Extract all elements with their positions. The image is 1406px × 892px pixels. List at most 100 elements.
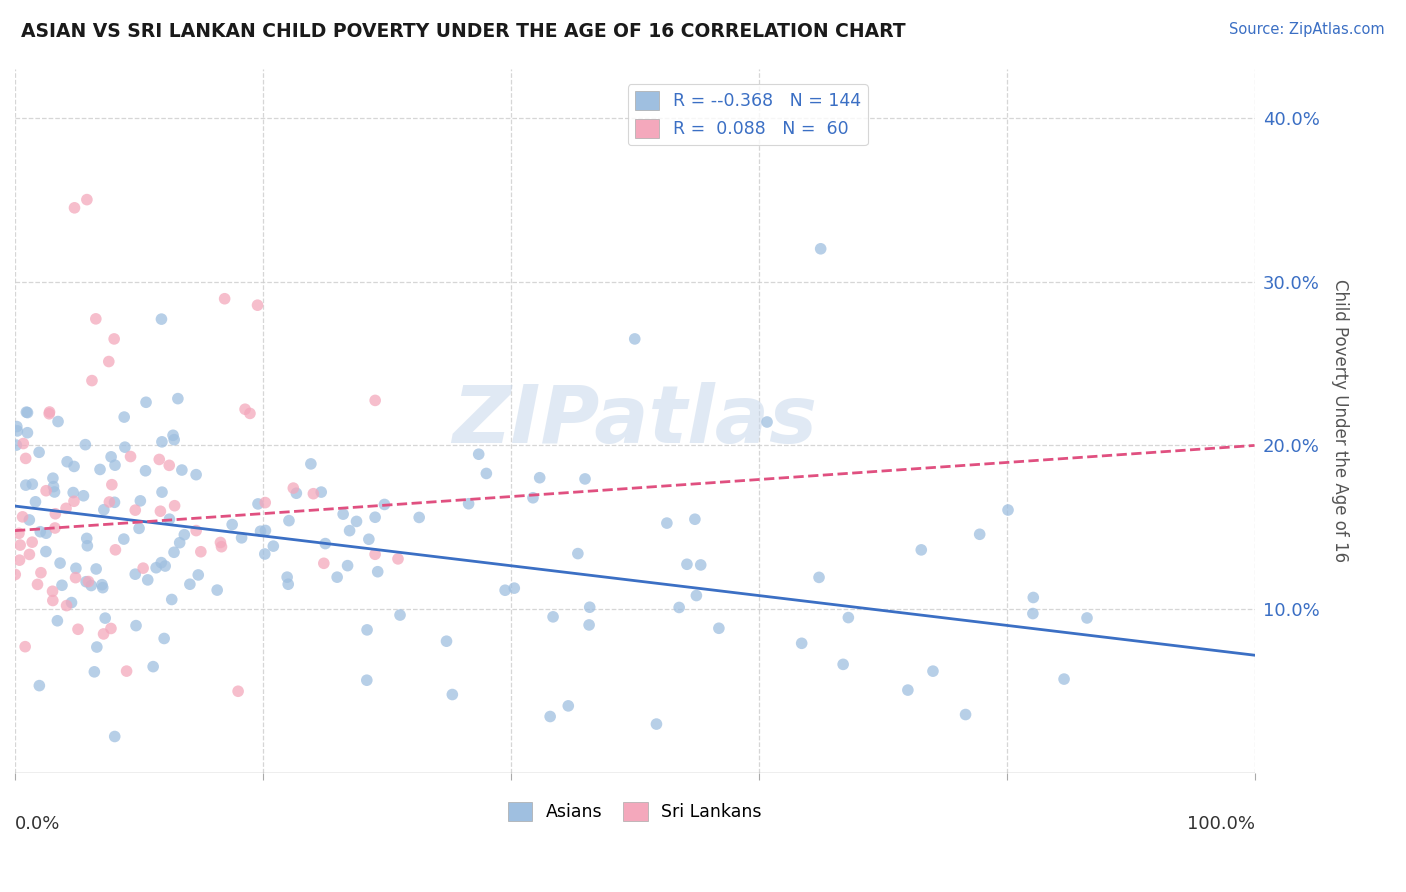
- Point: [285, 486, 308, 500]
- Point: [18, 548, 41, 562]
- Point: [125, 618, 148, 632]
- Point: [98, 495, 121, 509]
- Point: [91, 577, 114, 591]
- Point: [226, 684, 249, 698]
- Point: [93, 627, 115, 641]
- Point: [239, 406, 262, 420]
- Point: [494, 583, 516, 598]
- Point: [557, 698, 579, 713]
- Point: [1076, 611, 1098, 625]
- Point: [91, 581, 114, 595]
- Point: [136, 573, 159, 587]
- Point: [209, 535, 232, 549]
- Point: [326, 570, 349, 584]
- Point: [6, 419, 28, 434]
- Point: [179, 577, 201, 591]
- Point: [17, 425, 39, 440]
- Point: [253, 547, 276, 561]
- Text: ZIPatlas: ZIPatlas: [453, 382, 817, 460]
- Point: [578, 618, 600, 632]
- Point: [6, 438, 28, 452]
- Point: [72, 489, 94, 503]
- Point: [55, 501, 77, 516]
- Point: [75, 437, 97, 451]
- Point: [100, 450, 122, 464]
- Point: [373, 498, 395, 512]
- Point: [112, 532, 135, 546]
- Point: [35, 544, 58, 558]
- Point: [205, 583, 228, 598]
- Text: 100.0%: 100.0%: [1187, 815, 1254, 833]
- Point: [567, 547, 589, 561]
- Point: [231, 531, 253, 545]
- Point: [541, 610, 564, 624]
- Point: [84, 311, 107, 326]
- Point: [221, 517, 243, 532]
- Point: [42, 471, 65, 485]
- Point: [364, 393, 387, 408]
- Point: [211, 540, 233, 554]
- Point: [574, 472, 596, 486]
- Point: [262, 539, 284, 553]
- Point: [7, 526, 30, 541]
- Point: [63, 201, 86, 215]
- Point: [467, 447, 489, 461]
- Point: [30, 524, 52, 539]
- Point: [689, 558, 711, 572]
- Text: ASIAN VS SRI LANKAN CHILD POVERTY UNDER THE AGE OF 16 CORRELATION CHART: ASIAN VS SRI LANKAN CHILD POVERTY UNDER …: [21, 22, 905, 41]
- Point: [955, 707, 977, 722]
- Point: [60, 596, 83, 610]
- Point: [42, 480, 65, 494]
- Point: [707, 621, 730, 635]
- Point: [150, 556, 173, 570]
- Point: [76, 532, 98, 546]
- Point: [129, 494, 152, 508]
- Point: [910, 542, 932, 557]
- Point: [162, 428, 184, 442]
- Point: [153, 559, 176, 574]
- Point: [387, 552, 409, 566]
- Point: [115, 664, 138, 678]
- Point: [24, 495, 46, 509]
- Point: [21, 535, 44, 549]
- Point: [51, 578, 73, 592]
- Point: [163, 545, 186, 559]
- Point: [170, 463, 193, 477]
- Text: 0.0%: 0.0%: [15, 815, 60, 833]
- Point: [97, 354, 120, 368]
- Point: [101, 477, 124, 491]
- Point: [142, 659, 165, 673]
- Point: [336, 558, 359, 573]
- Point: [173, 527, 195, 541]
- Point: [364, 547, 387, 561]
- Point: [83, 665, 105, 679]
- Point: [120, 450, 142, 464]
- Point: [810, 242, 832, 256]
- Point: [38, 405, 60, 419]
- Point: [254, 495, 277, 509]
- Point: [14, 451, 37, 466]
- Point: [28, 445, 51, 459]
- Point: [157, 458, 180, 473]
- Point: [808, 570, 831, 584]
- Point: [28, 679, 51, 693]
- Point: [332, 507, 354, 521]
- Point: [314, 536, 336, 550]
- Point: [94, 611, 117, 625]
- Point: [35, 483, 58, 498]
- Point: [685, 589, 707, 603]
- Point: [436, 634, 458, 648]
- Point: [163, 433, 186, 447]
- Point: [837, 610, 859, 624]
- Point: [683, 512, 706, 526]
- Point: [922, 664, 945, 678]
- Point: [89, 462, 111, 476]
- Point: [299, 457, 322, 471]
- Point: [655, 516, 678, 530]
- Point: [38, 407, 60, 421]
- Y-axis label: Child Poverty Under the Age of 16: Child Poverty Under the Age of 16: [1331, 279, 1348, 563]
- Point: [163, 499, 186, 513]
- Point: [339, 524, 361, 538]
- Point: [49, 556, 72, 570]
- Point: [55, 599, 77, 613]
